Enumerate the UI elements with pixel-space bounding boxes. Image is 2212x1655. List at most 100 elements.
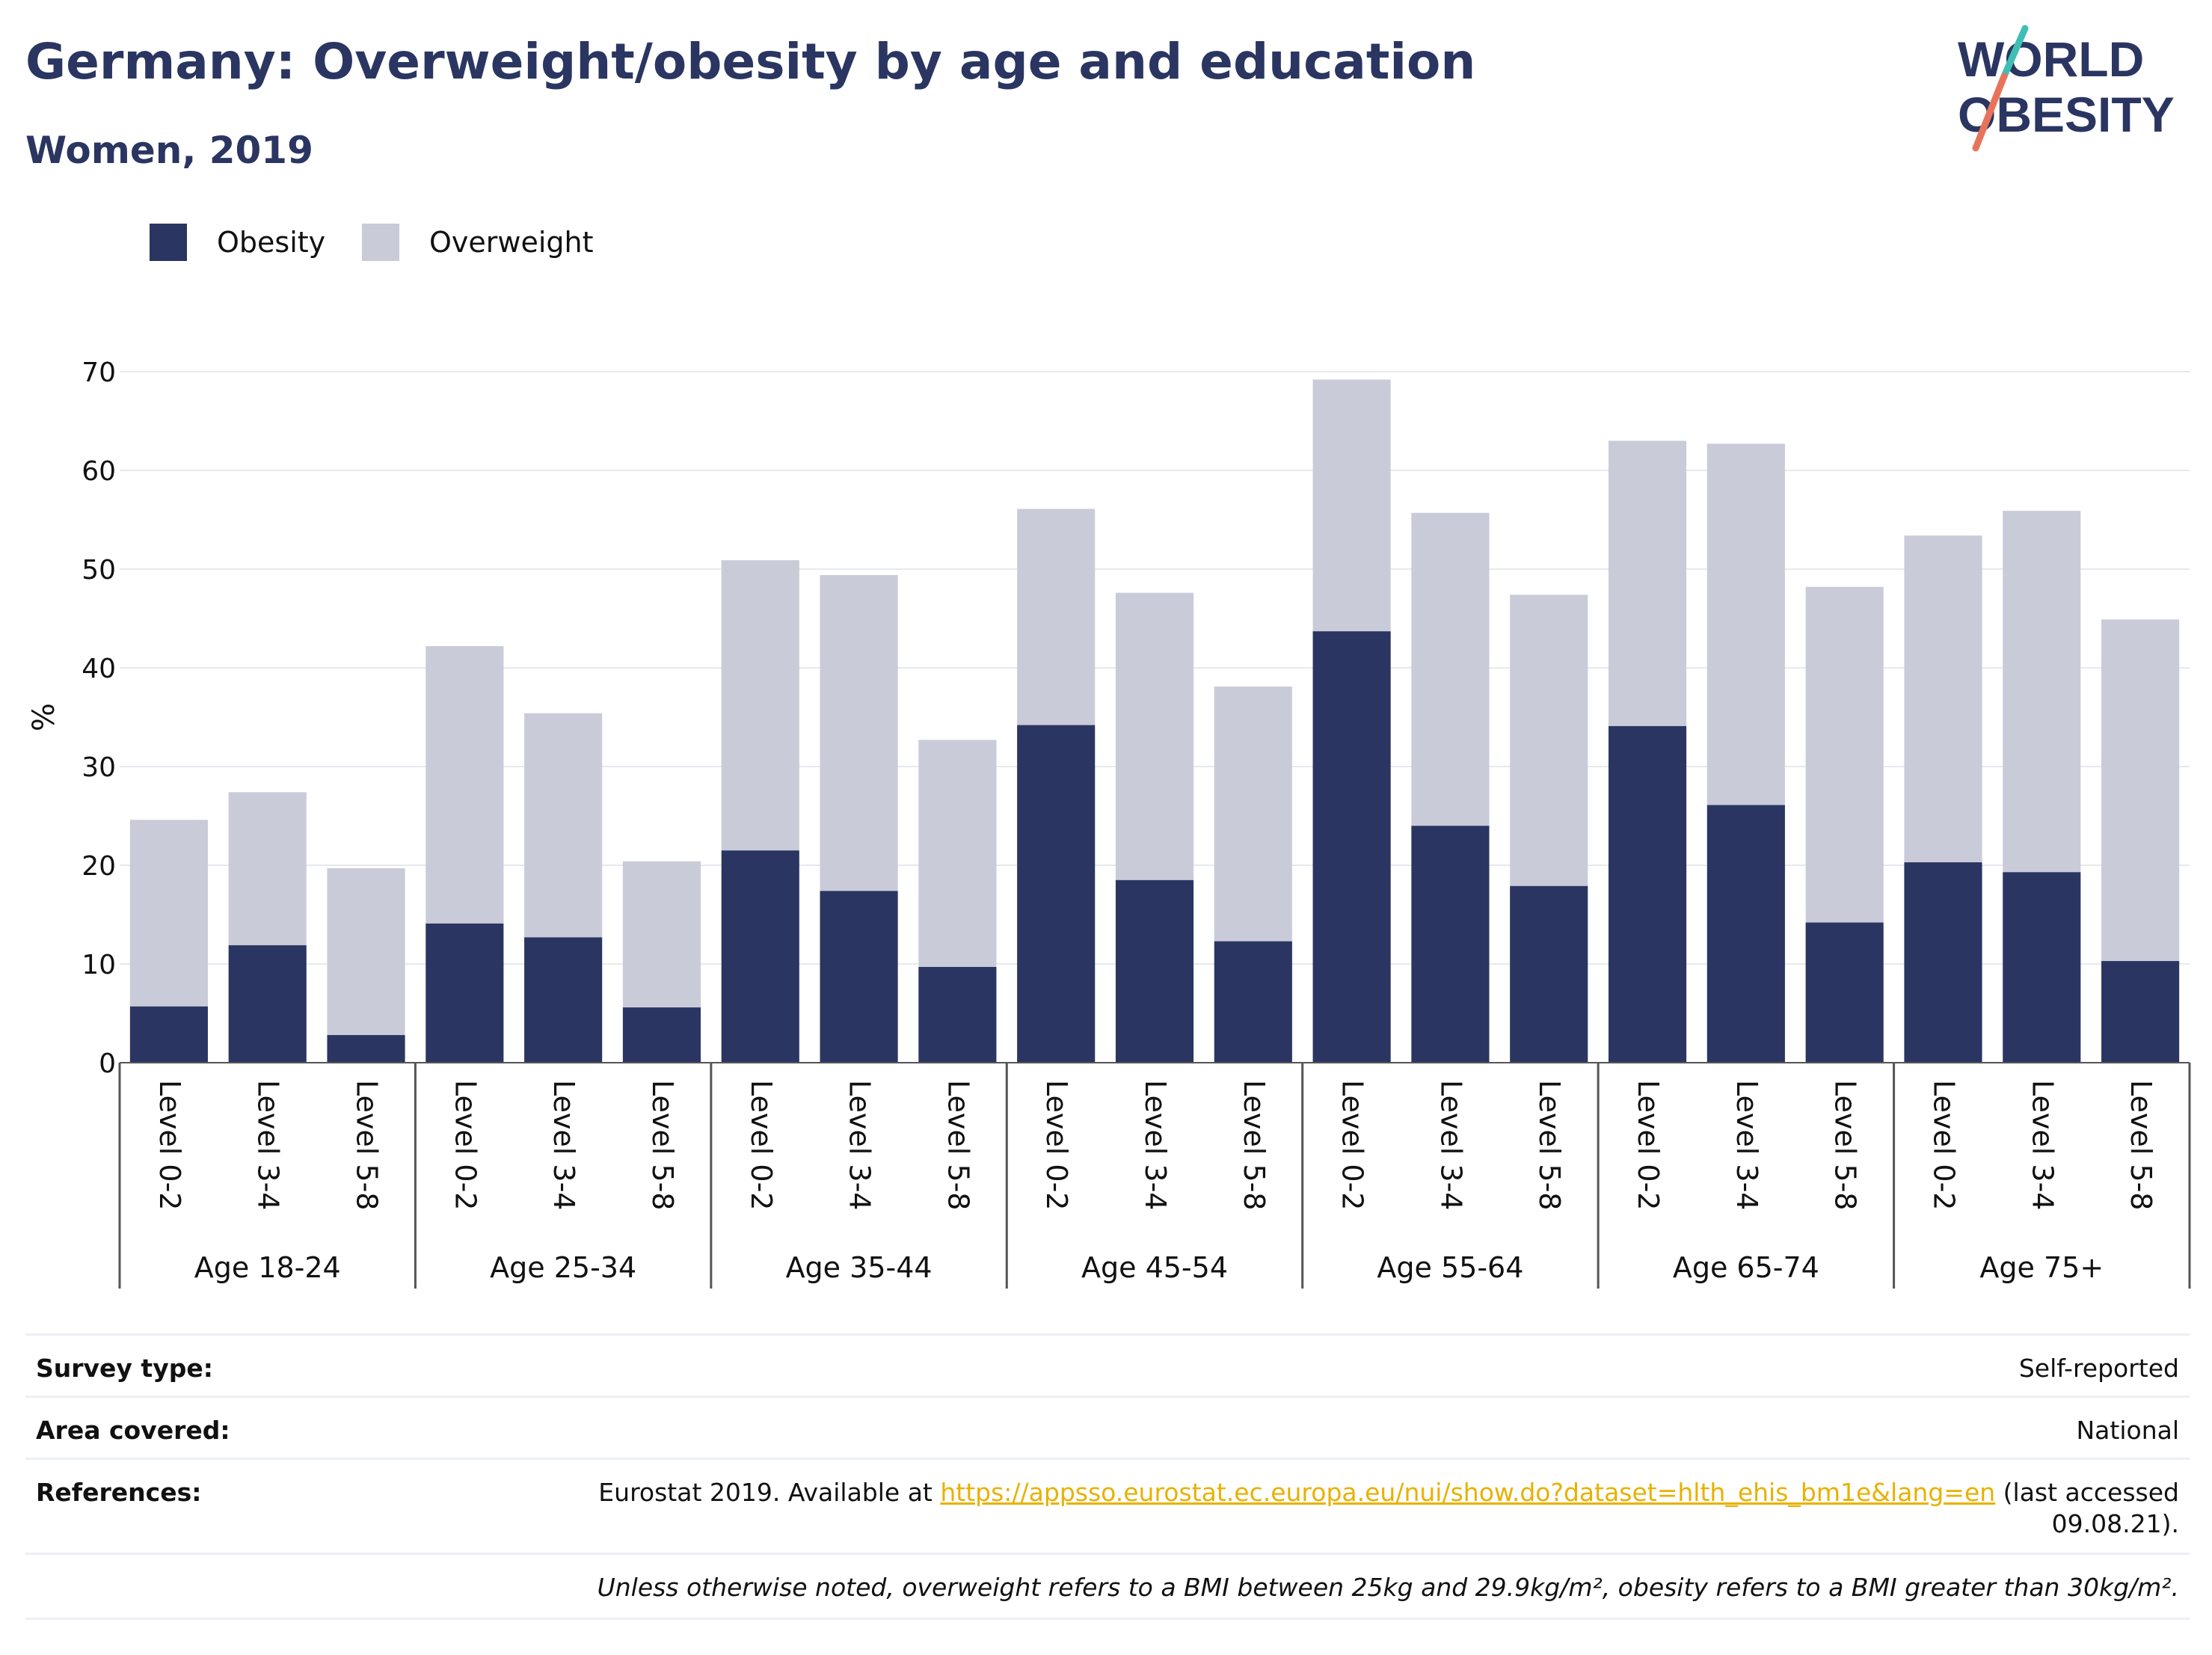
x-tick-label: Level 0-2 — [153, 1080, 186, 1210]
bar-obesity — [918, 966, 997, 1063]
world-obesity-logo: WORLD OBESITY — [1958, 25, 2175, 152]
bar-overweight — [918, 740, 997, 967]
references-link[interactable]: https://appsso.eurostat.ec.europa.eu/nui… — [940, 1478, 1996, 1507]
bar-obesity — [524, 937, 603, 1063]
group-label: Age 18-24 — [194, 1251, 341, 1284]
x-tick-label: Level 5-8 — [1533, 1080, 1566, 1210]
y-tick-label: 0 — [99, 1048, 116, 1079]
y-axis-label: % — [27, 703, 61, 731]
x-tick-label: Level 3-4 — [844, 1080, 876, 1210]
x-tick-label: Level 0-2 — [1927, 1080, 1960, 1210]
logo-slash-teal — [2000, 25, 2029, 80]
bar-obesity — [1510, 885, 1588, 1063]
info-row-note: Unless otherwise noted, overweight refer… — [25, 1553, 2190, 1620]
chart-title: Germany: Overweight/obesity by age and e… — [25, 33, 1476, 90]
bar-obesity — [1805, 922, 1884, 1063]
x-tick-label: Level 5-8 — [351, 1080, 384, 1210]
group-label: Age 65-74 — [1673, 1251, 1819, 1284]
bar-overweight — [1312, 379, 1391, 632]
bar-overweight — [1904, 535, 1982, 863]
bar-overweight — [228, 792, 307, 945]
bar-obesity — [1904, 862, 1982, 1063]
y-tick-label: 60 — [82, 456, 116, 487]
bar-obesity — [1608, 725, 1687, 1063]
logo-slash-coral — [1972, 73, 2008, 152]
info-row-survey-type: Survey type: Self-reported — [25, 1333, 2190, 1395]
x-tick-label: Level 5-8 — [1238, 1080, 1271, 1210]
bar-obesity — [129, 1006, 208, 1063]
references-date: 09.08.21). — [2051, 1509, 2179, 1538]
x-tick-label: Level 0-2 — [1336, 1080, 1369, 1210]
info-row-references: References: Eurostat 2019. Available at … — [25, 1458, 2190, 1553]
bar-obesity — [425, 923, 504, 1063]
x-tick-label: Level 3-4 — [2026, 1080, 2059, 1210]
stacked-bar-chart: 0 10 20 30 40 50 60 70% Age 18-24 Age 25-34 Age 35… — [27, 357, 2191, 1289]
bar-overweight — [1214, 687, 1292, 942]
y-tick-label: 20 — [82, 851, 116, 882]
bar-obesity — [2003, 872, 2081, 1063]
group-label: Age 75+ — [1979, 1251, 2104, 1284]
x-tick-label: Level 3-4 — [1434, 1080, 1467, 1210]
bar-overweight — [1115, 592, 1194, 880]
bar-obesity — [622, 1007, 701, 1063]
x-tick-label: Level 3-4 — [1139, 1080, 1172, 1210]
x-tick-label: Level 0-2 — [745, 1080, 778, 1210]
x-tick-label: Level 5-8 — [941, 1080, 974, 1210]
bar-overweight — [425, 645, 504, 924]
bar-obesity — [1017, 725, 1096, 1063]
bar-overweight — [1017, 509, 1096, 725]
y-tick-label: 10 — [82, 950, 116, 980]
bar-obesity — [1706, 805, 1785, 1063]
references-label: References: — [36, 1478, 202, 1507]
legend-label-obesity: Obesity — [217, 226, 326, 259]
bar-obesity — [1312, 631, 1391, 1063]
bar-overweight — [2101, 619, 2180, 962]
group-label: Age 45-54 — [1081, 1251, 1228, 1284]
bar-overweight — [820, 574, 898, 891]
bar-overweight — [524, 713, 603, 938]
info-row-area-covered: Area covered: National — [25, 1395, 2190, 1458]
bar-overweight — [327, 868, 405, 1036]
x-tick-label: Level 5-8 — [1829, 1080, 1862, 1210]
legend-swatch-overweight — [362, 224, 399, 261]
area-covered-label: Area covered: — [36, 1416, 230, 1445]
survey-type-value: Self-reported — [2018, 1354, 2179, 1383]
references-prefix: Eurostat 2019. Available at — [598, 1478, 941, 1507]
x-tick-label: Level 3-4 — [252, 1080, 285, 1210]
bar-obesity — [1214, 941, 1292, 1063]
bar-obesity — [721, 850, 799, 1063]
x-tick-label: Level 3-4 — [1730, 1080, 1763, 1210]
bar-overweight — [1411, 512, 1490, 826]
group-label: Age 35-44 — [786, 1251, 933, 1284]
legend-swatch-obesity — [150, 224, 187, 261]
x-tick-label: Level 0-2 — [1632, 1080, 1665, 1210]
area-covered-value: National — [2076, 1416, 2179, 1445]
bar-obesity — [228, 945, 307, 1063]
logo-text-world: WORLD — [1958, 31, 2144, 87]
y-tick-label: 40 — [82, 654, 116, 684]
x-tick-label: Level 5-8 — [646, 1080, 679, 1210]
group-label: Age 25-34 — [490, 1251, 636, 1284]
bar-obesity — [1411, 826, 1490, 1063]
bar-overweight — [1510, 595, 1588, 886]
references-suffix: (last accessed — [1995, 1478, 2179, 1507]
bar-overweight — [2003, 511, 2081, 873]
y-tick-label: 70 — [82, 357, 116, 388]
x-tick-label: Level 5-8 — [2125, 1080, 2157, 1210]
bmi-note: Unless otherwise noted, overweight refer… — [597, 1573, 2179, 1602]
survey-type-label: Survey type: — [36, 1354, 213, 1383]
group-label: Age 55-64 — [1377, 1251, 1523, 1284]
bar-overweight — [1608, 440, 1687, 726]
bar-obesity — [1115, 879, 1194, 1063]
info-table: Survey type: Self-reported Area covered:… — [25, 1333, 2190, 1620]
bar-overweight — [1805, 586, 1884, 923]
bar-overweight — [721, 560, 799, 851]
bar-obesity — [327, 1035, 405, 1063]
bar-obesity — [2101, 961, 2180, 1063]
bar-overweight — [622, 861, 701, 1008]
y-tick-label: 50 — [82, 555, 116, 586]
y-tick-label: 30 — [82, 752, 116, 783]
bar-overweight — [129, 820, 208, 1007]
x-tick-label: Level 3-4 — [547, 1080, 580, 1210]
references-value: Eurostat 2019. Available at https://apps… — [598, 1478, 2179, 1507]
